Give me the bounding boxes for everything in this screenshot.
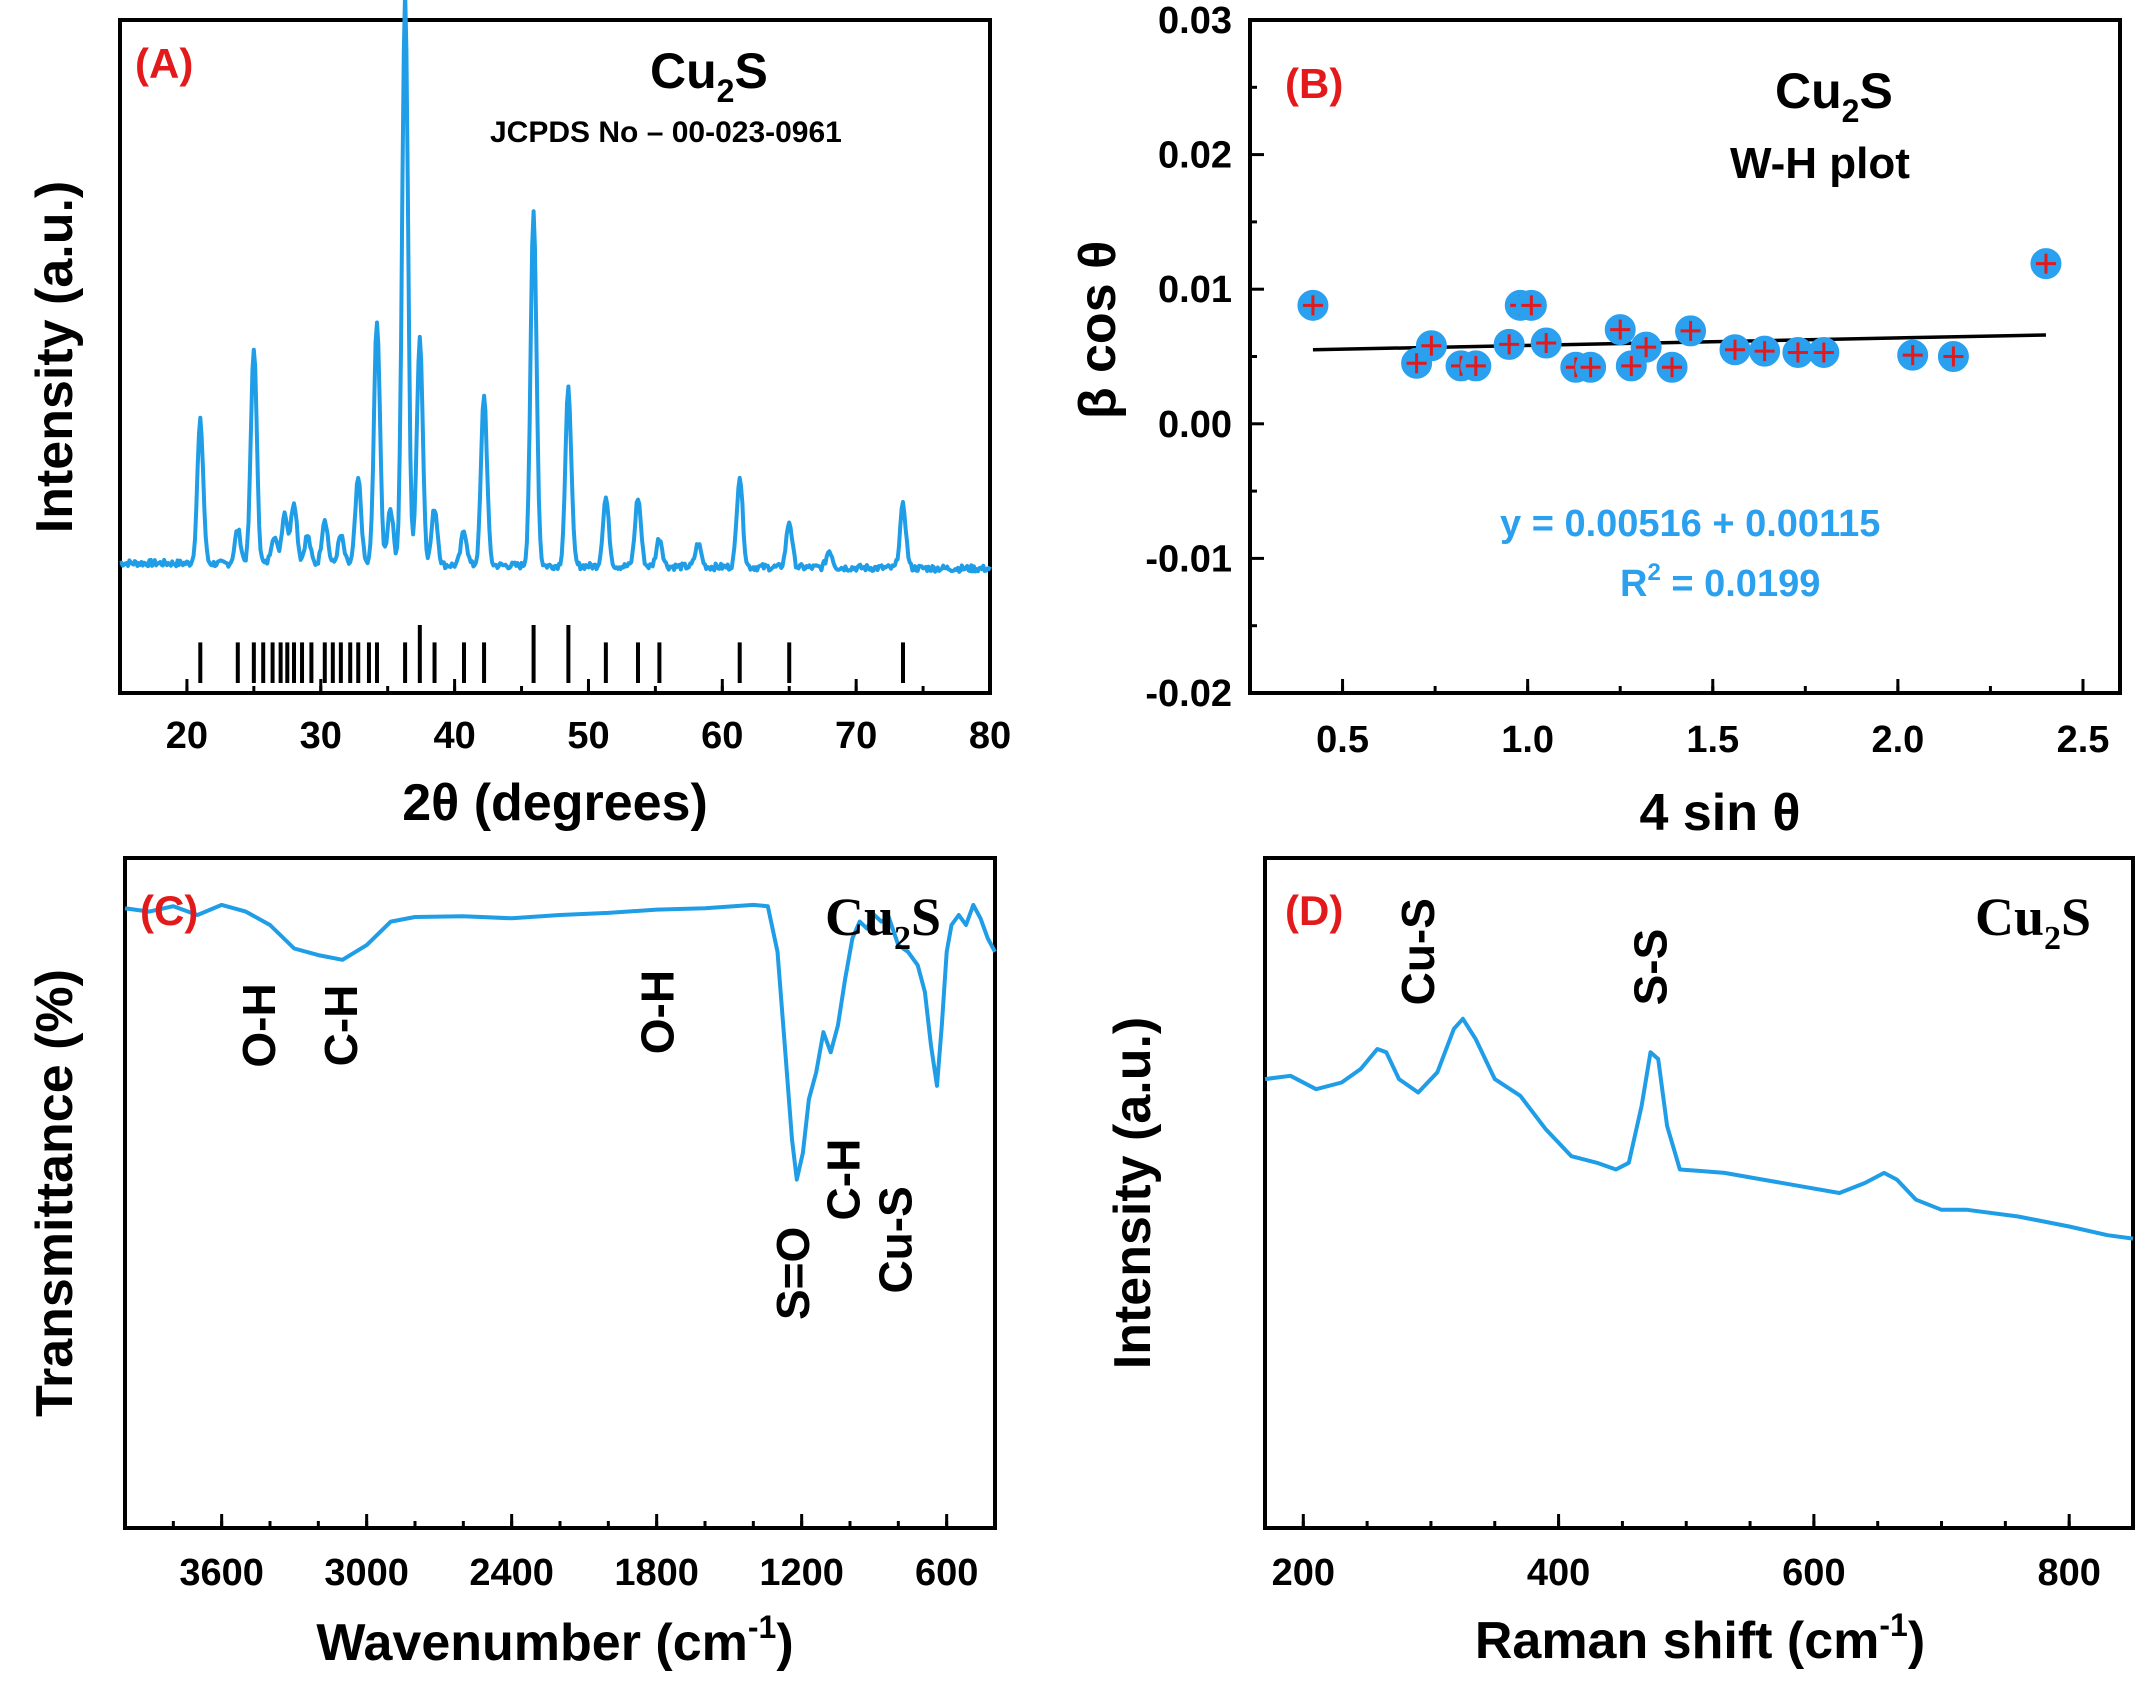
panel-a-xrd: 20 30 40 50 60 70 80 (A) Cu2S JCPDS No – 00-02… <box>26 0 1011 832</box>
panel-c-band-label: S=O <box>767 1227 819 1320</box>
panel-a-jcpds-note: JCPDS No – 00-023-0961 <box>490 116 842 149</box>
panel-d-band-label: Cu-S <box>1392 898 1444 1005</box>
panel-a-x-tick-label: 30 <box>300 715 342 757</box>
panel-c-band-labels: O-H C-H O-HS=OC-HCu-S <box>233 970 922 1320</box>
panel-d-curve-layer <box>1264 1016 2134 1241</box>
panel-d-x-tick-label: 800 <box>2037 1552 2100 1594</box>
panel-a-x-tick-label: 70 <box>835 715 877 757</box>
panel-a-x-ticks: 20 30 40 50 60 70 80 <box>118 679 1011 757</box>
panel-d-band-labels: Cu-S S-S <box>1392 898 1676 1005</box>
panel-b-ticks: 0.5 1.0 1.5 2.0 2.5 -0.02 -0.01 0.00 0.01 0.02 0.0… <box>1145 0 2109 761</box>
panel-d-x-tick-label: 600 <box>1782 1552 1845 1594</box>
panel-d-y-axis-title: Intensity (a.u.) <box>1104 1017 1162 1369</box>
panel-d-sample-formula: Cu2S <box>1975 887 2091 957</box>
panel-b-y-tick-label: -0.02 <box>1145 673 1232 715</box>
panel-d-band-label: S-S <box>1624 929 1676 1006</box>
panel-b-x-tick-label: 1.0 <box>1501 719 1554 761</box>
panel-a-curve-layer <box>119 0 992 574</box>
panel-b-fit-equation: y = 0.00516 + 0.00115 <box>1500 503 1880 545</box>
panel-a-label: (A) <box>135 40 193 87</box>
panel-c-ftir: 3600 3000 2400 1800 1200 600 O-H C-H O-HS=OC-HC… <box>26 856 997 1672</box>
panel-b-wh-plot: 0.5 1.0 1.5 2.0 2.5 -0.02 -0.01 0.00 0.01 0.02 0.0… <box>1069 0 2122 842</box>
panel-d-x-tick-label: 400 <box>1527 1552 1590 1594</box>
panel-a-x-tick-label: 60 <box>701 715 743 757</box>
panel-b-subtitle: W-H plot <box>1730 139 1910 188</box>
panel-c-x-tick-label: 2400 <box>469 1552 554 1594</box>
panel-b-x-tick-label: 2.0 <box>1871 719 1924 761</box>
panel-d-x-axis-title: Raman shift (cm-1) <box>1475 1607 1925 1670</box>
panel-a-x-axis-title: 2θ (degrees) <box>402 774 708 832</box>
panel-c-label: (C) <box>140 887 198 934</box>
panel-c-y-axis-title: Transmittance (%) <box>26 969 84 1417</box>
panel-c-ftir-curve <box>124 902 997 1182</box>
panel-c-band-label: O-H <box>233 983 285 1067</box>
panel-c-sample-formula: Cu2S <box>825 887 941 957</box>
panel-b-y-tick-label: 0.00 <box>1158 404 1232 446</box>
panel-d-x-tick-label: 200 <box>1272 1552 1335 1594</box>
panel-c-x-tick-label: 1800 <box>614 1552 699 1594</box>
panel-a-x-tick-label: 50 <box>567 715 609 757</box>
panel-c-x-tick-label: 3600 <box>179 1552 264 1594</box>
panel-c-band-label: C-H <box>818 1139 870 1221</box>
panel-a-reference-lines <box>198 625 905 683</box>
panel-b-x-tick-label: 1.5 <box>1686 719 1739 761</box>
panel-d-x-ticks: 200 400 600 800 <box>1272 1514 2135 1594</box>
panel-b-data-points <box>1297 248 2062 383</box>
panel-b-y-tick-label: 0.03 <box>1158 0 1232 42</box>
panel-a-xrd-curve <box>119 0 992 574</box>
panel-d-plot-frame <box>1263 856 2135 1530</box>
panel-b-x-tick-label: 2.5 <box>2057 719 2110 761</box>
panel-d-label: (D) <box>1285 887 1343 934</box>
panel-b-x-tick-label: 0.5 <box>1316 719 1369 761</box>
panel-c-band-label: O-H <box>632 970 684 1054</box>
panel-c-x-tick-label: 600 <box>915 1552 978 1594</box>
panel-c-x-axis-title: Wavenumber (cm-1) <box>316 1609 793 1672</box>
panel-c-x-tick-label: 1200 <box>759 1552 844 1594</box>
panel-a-x-tick-label: 80 <box>969 715 1011 757</box>
panel-b-label: (B) <box>1285 60 1343 107</box>
panel-a-plot-frame <box>118 18 992 695</box>
panel-a-y-axis-title: Intensity (a.u.) <box>26 181 84 533</box>
panel-c-x-tick-label: 3000 <box>324 1552 409 1594</box>
panel-d-raman: 200 400 600 800 Cu-S S-S (D) Cu2S Raman shif… <box>1104 856 2135 1670</box>
panel-b-y-tick-label: -0.01 <box>1145 538 1232 580</box>
panel-b-r-squared: R2 = 0.0199 <box>1620 559 1820 605</box>
panel-c-band-label: C-H <box>315 985 367 1067</box>
panel-a-x-tick-label: 20 <box>166 715 208 757</box>
panel-c-curve-layer <box>124 902 997 1182</box>
panel-a-x-tick-label: 40 <box>433 715 475 757</box>
panel-a-sample-formula: Cu2S <box>650 43 768 109</box>
panel-b-y-axis-title: β cos θ <box>1069 241 1127 419</box>
panel-c-band-label: Cu-S <box>870 1186 922 1293</box>
panel-d-raman-curve <box>1264 1016 2134 1241</box>
panel-b-y-tick-label: 0.02 <box>1158 135 1232 177</box>
panel-b-sample-formula: Cu2S <box>1775 63 1893 129</box>
panel-b-x-axis-title: 4 sin θ <box>1639 784 1800 842</box>
panel-b-y-tick-label: 0.01 <box>1158 269 1232 311</box>
panel-c-x-ticks: 3600 3000 2400 1800 1200 600 <box>123 1514 997 1594</box>
